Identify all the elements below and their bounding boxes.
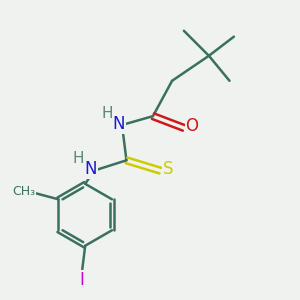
Text: CH₃: CH₃ — [12, 184, 36, 198]
Text: N: N — [85, 160, 98, 178]
Text: H: H — [73, 151, 85, 166]
Text: I: I — [80, 271, 85, 289]
Text: S: S — [163, 160, 174, 178]
Text: H: H — [102, 106, 113, 121]
Text: O: O — [186, 117, 199, 135]
Text: N: N — [112, 116, 125, 134]
